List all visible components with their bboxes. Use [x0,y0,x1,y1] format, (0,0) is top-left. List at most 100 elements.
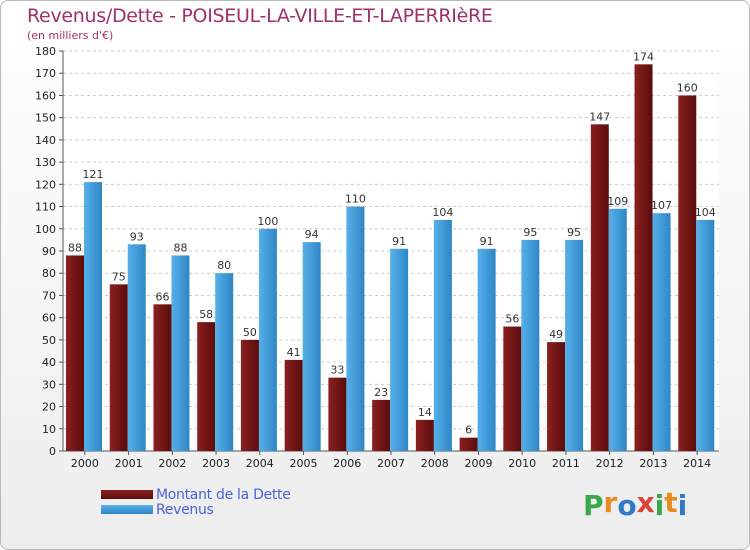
logo-letter: o [617,489,637,522]
logo-letter: P [583,489,604,522]
data-label-revenue: 94 [305,228,319,241]
x-tick-label: 2007 [377,457,405,470]
legend-item-revenue: Revenus [101,501,291,518]
y-tick-label: 110 [35,201,56,214]
data-label-debt: 56 [505,313,519,326]
bar-revenue [477,248,496,451]
bar-debt [678,95,697,451]
x-tick-label: 2012 [596,457,624,470]
bar-revenue [565,239,584,451]
data-label-debt: 147 [589,110,610,123]
bar-revenue [127,244,146,451]
data-label-debt: 66 [155,290,169,303]
data-label-debt: 50 [243,326,257,339]
logo-letter: t [664,486,678,519]
bar-debt [634,64,653,452]
data-label-revenue: 91 [480,235,494,248]
x-tick-label: 2005 [290,457,318,470]
bar-revenue [433,219,452,451]
data-label-debt: 23 [374,386,388,399]
data-label-revenue: 100 [257,215,278,228]
y-tick-label: 170 [35,67,56,80]
bar-debt [109,284,128,451]
x-tick-label: 2014 [683,457,711,470]
data-label-debt: 88 [68,241,82,254]
legend-item-debt: Montant de la Dette [101,486,291,503]
x-tick-label: 2002 [158,457,186,470]
bar-debt [197,322,216,451]
data-label-revenue: 95 [567,226,581,239]
y-tick-label: 150 [35,112,56,125]
x-tick-label: 2013 [639,457,667,470]
y-tick-label: 30 [42,378,56,391]
bar-revenue [521,239,540,451]
data-label-revenue: 88 [173,241,187,254]
bar-debt [503,326,522,451]
y-tick-label: 10 [42,423,56,436]
bar-debt [459,437,478,451]
y-tick-label: 160 [35,89,56,102]
x-tick-label: 2011 [552,457,580,470]
x-tick-label: 2009 [464,457,492,470]
logo-letter: i [677,489,688,522]
data-label-revenue: 80 [217,259,231,272]
bar-revenue [696,219,715,451]
y-tick-label: 90 [42,245,56,258]
bar-debt [66,255,84,451]
bar-debt [547,342,566,451]
x-tick-label: 2006 [333,457,361,470]
logo-letter: r [603,486,618,519]
data-label-debt: 49 [549,328,563,341]
data-label-revenue: 109 [607,195,628,208]
logo-letter: x [636,486,655,519]
bar-debt [328,377,347,451]
legend-label-revenue: Revenus [156,501,214,518]
legend-label-debt: Montant de la Dette [156,486,291,503]
y-tick-label: 50 [42,334,56,347]
data-label-debt: 14 [418,406,432,419]
data-label-revenue: 95 [523,226,537,239]
y-tick-label: 80 [42,267,56,280]
data-label-revenue: 121 [83,168,104,181]
x-tick-label: 2000 [71,457,99,470]
data-label-debt: 6 [465,424,472,437]
data-label-debt: 58 [199,308,213,321]
data-label-debt: 160 [677,81,698,94]
bar-debt [415,419,434,451]
legend: Montant de la Dette Revenus [101,486,291,518]
data-label-debt: 41 [287,346,301,359]
bar-debt [372,399,391,451]
proxiti-logo: Proxiti [583,486,688,522]
data-label-revenue: 91 [392,235,406,248]
x-tick-label: 2003 [202,457,230,470]
data-label-revenue: 107 [651,199,672,212]
data-label-debt: 75 [112,270,126,283]
x-tick-label: 2004 [246,457,274,470]
chart-subtitle: (en milliers d'€) [27,29,114,42]
y-tick-label: 100 [35,223,56,236]
bar-debt [240,339,259,451]
bar-revenue [346,206,365,451]
y-tick-label: 140 [35,134,56,147]
legend-swatch-revenue [101,505,153,514]
y-tick-label: 40 [42,356,56,369]
bar-debt [590,124,609,451]
logo-letter: i [654,489,665,522]
y-tick-label: 120 [35,178,56,191]
x-tick-label: 2008 [421,457,449,470]
y-tick-label: 180 [35,45,56,58]
bar-revenue [390,248,409,451]
legend-swatch-debt [101,490,153,499]
bar-revenue [215,273,234,451]
y-tick-label: 0 [49,445,56,458]
data-label-debt: 174 [633,50,654,63]
bar-revenue [652,213,671,451]
chart-title: Revenus/Dette - POISEUL-LA-VILLE-ET-LAPE… [27,5,493,27]
x-tick-label: 2001 [115,457,143,470]
data-label-revenue: 104 [695,206,716,219]
data-label-debt: 33 [330,364,344,377]
y-tick-label: 70 [42,289,56,302]
bar-revenue [258,228,277,451]
data-label-revenue: 104 [432,206,453,219]
